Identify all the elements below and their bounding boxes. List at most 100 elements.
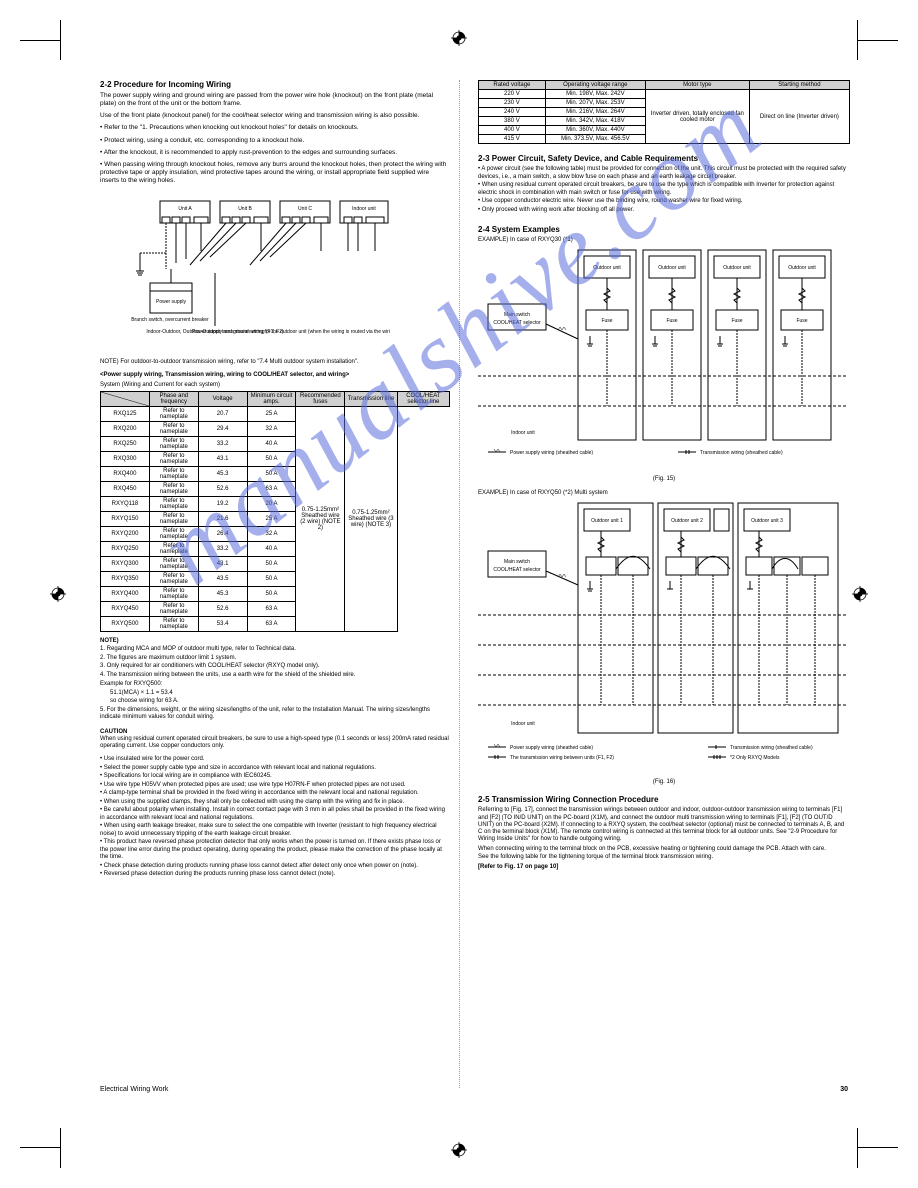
section-2-3-title: 2-3 Power Circuit, Safety Device, and Ca… <box>478 154 850 163</box>
table-cell: 50 A <box>247 571 296 586</box>
table-cell: Refer to nameplate <box>149 451 198 466</box>
table-cell: 63 A <box>247 616 296 631</box>
svg-text:Branch switch, overcurrent bre: Branch switch, overcurrent breaker <box>131 317 209 323</box>
bullet: • Protect wiring, using a conduit, etc. … <box>100 137 450 145</box>
table-row: RXQ300Refer to nameplate43.150 A <box>101 451 450 466</box>
page-number: 30 <box>840 1086 848 1093</box>
crop-mark <box>858 40 898 41</box>
table-cell: 50 A <box>247 586 296 601</box>
table-cell: RXYQ400 <box>101 586 150 601</box>
svg-text:Fuse: Fuse <box>666 318 677 324</box>
cable-table-subtitle: System (Wiring and Current for each syst… <box>100 382 450 389</box>
table-cell: 400 V <box>479 126 546 135</box>
table-cell: 52.6 <box>198 601 247 616</box>
table-cell: 26.4 <box>198 526 247 541</box>
table-cell: RXYQ118 <box>101 496 150 511</box>
registration-mark-icon <box>852 586 868 602</box>
table-row: RXYQ400Refer to nameplate45.350 A <box>101 586 450 601</box>
table-cell: RXQ125 <box>101 406 150 421</box>
table-cell: 45.3 <box>198 586 247 601</box>
table-cell: Min. 360V, Max. 440V <box>545 126 645 135</box>
table-row: RXQ125Refer to nameplate20.725 A0.75-1.2… <box>101 406 450 421</box>
svg-text:*2 Only RXYQ Models: *2 Only RXYQ Models <box>730 755 780 761</box>
table-cell: Inverter driven, totally enclosed fan co… <box>645 90 749 144</box>
table-cell: Refer to nameplate <box>149 421 198 436</box>
table-cell: 20 A <box>247 496 296 511</box>
table-cell: Refer to nameplate <box>149 466 198 481</box>
table-cell: RXYQ150 <box>101 511 150 526</box>
registration-mark-icon <box>451 30 467 46</box>
wiring-note: NOTE) For outdoor-to-outdoor transmissio… <box>100 359 450 366</box>
svg-text:Main switch: Main switch <box>504 559 530 565</box>
table-cell: Min. 198V, Max. 242V <box>545 90 645 99</box>
table-row: RXQ250Refer to nameplate33.240 A <box>101 436 450 451</box>
svg-text:Unit A: Unit A <box>178 206 192 212</box>
table-cell: Min. 373.5V, Max. 456.5V <box>545 135 645 144</box>
table-cell: Refer to nameplate <box>149 481 198 496</box>
table-cell: RXYQ350 <box>101 571 150 586</box>
table-row: RXYQ450Refer to nameplate52.663 A <box>101 601 450 616</box>
table-cell: 50 A <box>247 466 296 481</box>
sec4-note-b: See the following table for the tighteni… <box>478 854 850 861</box>
table-cell: 19.2 <box>198 496 247 511</box>
bullet: • When passing wiring through knockout h… <box>100 161 450 185</box>
svg-text:Power supply wiring (sheathed: Power supply wiring (sheathed cable) <box>510 450 593 456</box>
table-cell: 52.6 <box>198 481 247 496</box>
table-cell: 40 A <box>247 436 296 451</box>
caution-text: When using residual current operated cir… <box>100 736 450 750</box>
cable-spec-table: Phase and frequency Voltage Minimum circ… <box>100 391 450 632</box>
table-cell: 0.75-1.25mm² Sheathed wire (3 wire) (NOT… <box>345 406 397 631</box>
table-cell: 63 A <box>247 601 296 616</box>
crop-mark <box>857 20 858 60</box>
bullet: • After the knockout, it is recommended … <box>100 149 450 157</box>
right-column: Rated voltage Operating voltage range Mo… <box>478 80 850 871</box>
table-cell: 43.1 <box>198 451 247 466</box>
page-footer: Electrical Wiring Work 30 <box>100 1086 848 1093</box>
svg-text:Indoor unit: Indoor unit <box>511 721 535 727</box>
table-cell: Refer to nameplate <box>149 526 198 541</box>
table-row: RXYQ118Refer to nameplate19.220 A <box>101 496 450 511</box>
crop-mark <box>20 1147 60 1148</box>
sec4-p1: Referring to [Fig. 17], connect the tran… <box>478 807 850 843</box>
section-2-4-title: 2-4 System Examples <box>478 225 850 234</box>
table-cell: RXYQ500 <box>101 616 150 631</box>
table-row: RXYQ300Refer to nameplate43.150 A <box>101 556 450 571</box>
crop-mark <box>60 20 61 60</box>
table-cell: 32 A <box>247 526 296 541</box>
table-row: RXYQ500Refer to nameplate53.463 A <box>101 616 450 631</box>
svg-text:Transmission wiring (sheathed: Transmission wiring (sheathed cable) <box>700 450 783 456</box>
sec4-note-a: When connecting wiring to the terminal b… <box>478 846 850 853</box>
sec4-ref: [Refer to Fig. 17 on page 10] <box>478 864 850 871</box>
table-row: RXYQ200Refer to nameplate26.432 A <box>101 526 450 541</box>
svg-text:Outdoor unit 1: Outdoor unit 1 <box>591 518 623 524</box>
svg-text:Outdoor unit: Outdoor unit <box>658 265 686 271</box>
svg-text:Fuse: Fuse <box>796 318 807 324</box>
table-row: RXYQ150Refer to nameplate21.625 A <box>101 511 450 526</box>
table-cell: 50 A <box>247 451 296 466</box>
table-cell: 53.4 <box>198 616 247 631</box>
table-cell: Refer to nameplate <box>149 616 198 631</box>
svg-text:COOL/HEAT selector: COOL/HEAT selector <box>493 567 541 573</box>
registration-mark-icon <box>50 586 66 602</box>
table-row: RXYQ350Refer to nameplate43.550 A <box>101 571 450 586</box>
footer-section: Electrical Wiring Work <box>100 1086 168 1093</box>
para: The power supply wiring and ground wirin… <box>100 92 450 108</box>
table-cell: Direct on line (Inverter driven) <box>749 90 849 144</box>
svg-text:Power supply and ground wiring: Power supply and ground wiring for the o… <box>192 329 390 335</box>
svg-text:Indoor unit: Indoor unit <box>511 430 535 436</box>
table-cell: RXQ200 <box>101 421 150 436</box>
svg-text:Power supply: Power supply <box>156 299 187 305</box>
svg-text:Fuse: Fuse <box>601 318 612 324</box>
table-cell: Min. 216V, Max. 264V <box>545 108 645 117</box>
bullet: • Refer to the "1. Precautions when knoc… <box>100 124 450 132</box>
table-cell: Refer to nameplate <box>149 496 198 511</box>
table-cell: 230 V <box>479 99 546 108</box>
table-cell: RXYQ250 <box>101 541 150 556</box>
table-cell: Refer to nameplate <box>149 511 198 526</box>
table-cell: RXYQ450 <box>101 601 150 616</box>
table-cell: 50 A <box>247 556 296 571</box>
table-cell: 43.5 <box>198 571 247 586</box>
svg-text:Outdoor unit 2: Outdoor unit 2 <box>671 518 703 524</box>
table-cell: RXQ250 <box>101 436 150 451</box>
left-column: 2-2 Procedure for Incoming Wiring The po… <box>100 80 450 880</box>
